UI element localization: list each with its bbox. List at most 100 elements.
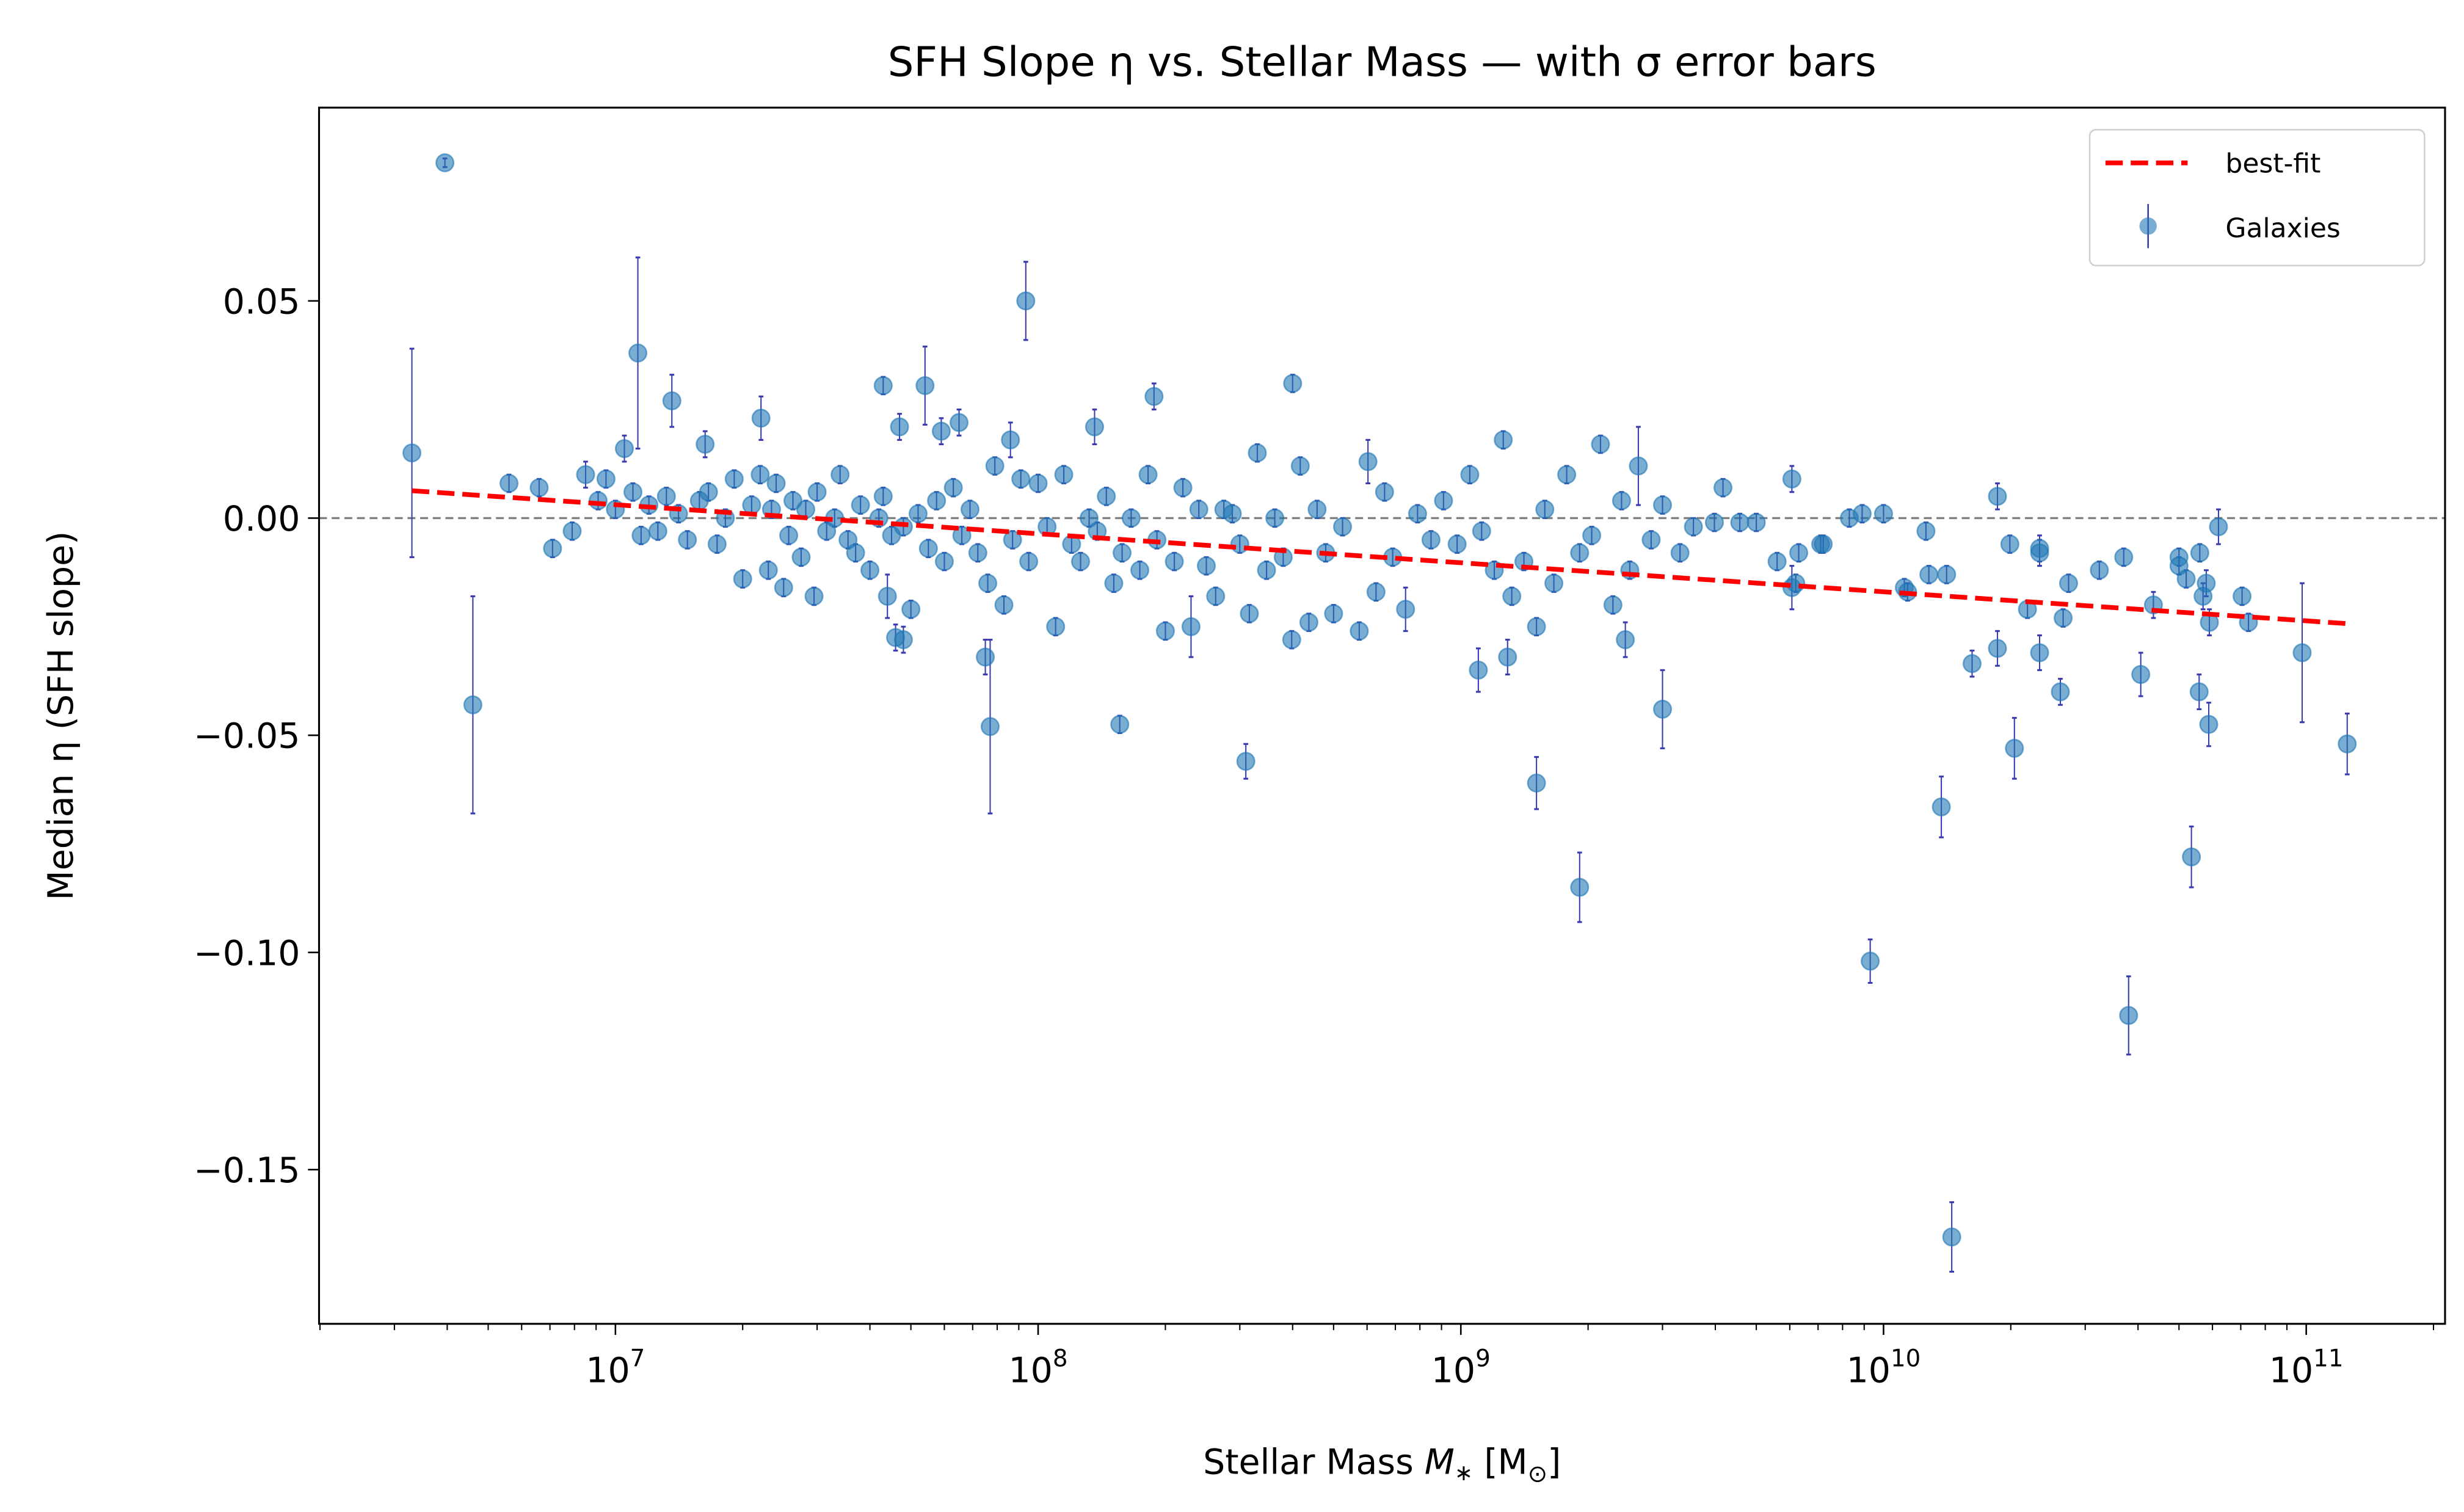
x-tick-label: 107 [586,1345,645,1391]
data-point [1144,387,1164,406]
data-point [878,586,897,606]
plot-frame [318,106,2446,1325]
data-point [656,487,676,506]
data-point [1782,469,1801,489]
data-point [1861,951,1880,971]
data-point [435,153,455,173]
data-point [1016,291,1036,311]
data-point [2197,573,2216,593]
data-point [830,465,850,484]
data-point [1001,430,1020,449]
data-point [1988,639,2007,658]
y-tick-label: −0.15 [194,1150,300,1191]
data-point [960,500,979,519]
data-point [707,534,727,554]
data-point [1852,504,1872,523]
data-point [1165,552,1184,572]
data-point [918,539,938,558]
data-point [934,552,954,572]
data-point [1240,604,1259,623]
data-point [1670,543,1690,562]
data-point [980,717,1000,736]
data-point [1333,517,1353,537]
data-point [915,376,935,395]
data-point [2000,534,2019,554]
data-point [1282,630,1301,650]
y-tick-label: −0.05 [194,716,300,757]
chart-title: SFH Slope η vs. Stellar Mass — with σ er… [888,38,1877,85]
data-point [766,473,786,493]
data-point [2131,664,2151,684]
data-point [1684,517,1703,537]
data-point [1130,561,1150,580]
data-point [1265,508,1285,528]
data-point [1290,456,1310,476]
data-point [631,526,651,545]
data-point [1206,586,1226,606]
data-point [1603,595,1623,615]
data-point [1616,630,1635,650]
data-point [931,421,951,441]
data-point [1641,530,1661,550]
data-point [733,569,752,589]
data-point [1557,465,1577,484]
x-tick-label: 1011 [2269,1345,2344,1391]
data-point [1527,773,1546,793]
data-point [1085,417,1104,437]
data-point [901,600,921,619]
data-point [1011,469,1031,489]
data-point [1730,512,1750,532]
legend: best-fit Galaxies [2088,129,2426,267]
data-point [1070,552,1091,572]
data-point [2176,569,2196,589]
data-point [873,376,893,395]
data-point [562,522,582,541]
data-point [804,586,824,606]
data-point [662,391,681,410]
data-point [1652,699,1673,719]
data-point [2030,643,2049,663]
data-point [1189,500,1208,519]
data-point [1527,617,1546,636]
data-point [614,439,634,459]
data-point [851,495,870,515]
data-point [529,478,549,498]
data-point [860,561,880,580]
data-point [1498,647,1517,667]
data-point [1223,504,1242,523]
data-point [2209,517,2228,537]
data-point [724,469,744,489]
x-tick-label: 1010 [1847,1345,1921,1391]
data-point [1789,543,1809,562]
data-point [1652,495,1673,515]
data-point [699,482,718,502]
data-point [1421,530,1441,550]
y-axis-label: Median η (SFH slope) [41,531,81,901]
data-point [2190,543,2209,562]
data-point [1469,660,1488,680]
data-point [985,456,1005,476]
y-tick-label: 0.05 [223,282,300,322]
data-point [893,630,913,650]
data-point [1196,556,1216,576]
data-point [908,504,928,523]
data-point [1046,617,1066,636]
data-point [499,473,519,493]
data-point [1570,543,1590,562]
data-point [1003,530,1022,550]
data-point [1408,504,1427,523]
data-point [1582,526,1602,545]
data-point [783,491,803,511]
data-point [1054,465,1074,484]
data-point [1019,552,1039,572]
data-point [678,530,697,550]
data-point [927,491,947,511]
data-point [1962,654,1982,674]
y-tick-label: −0.10 [194,933,300,973]
data-point [1350,621,1369,641]
data-point [2030,543,2049,562]
data-point [2292,643,2312,663]
data-point [1248,443,1267,463]
data-point [1591,434,1610,454]
